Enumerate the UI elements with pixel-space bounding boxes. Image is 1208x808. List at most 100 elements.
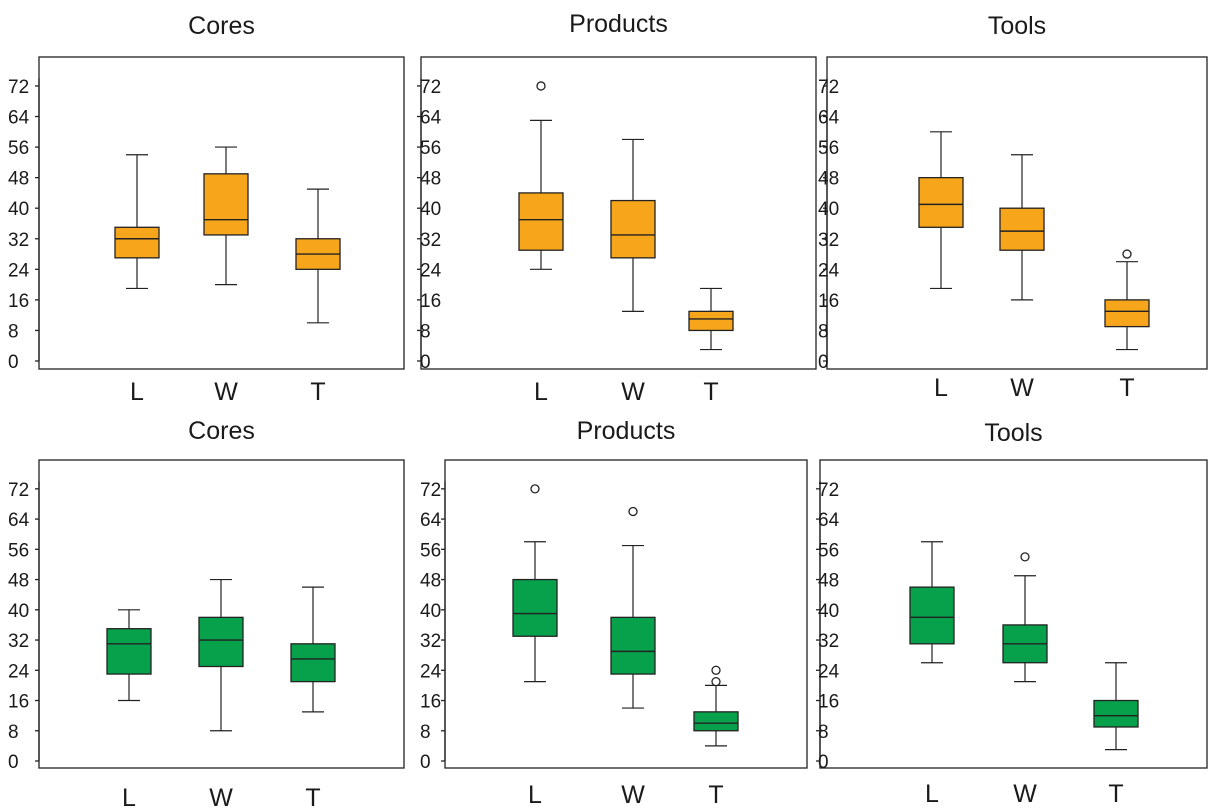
y-tick-label: 56 [420, 138, 441, 159]
y-tick-label: 24 [8, 661, 30, 682]
y-tick-label: 40 [8, 199, 29, 220]
y-tick-label: 24 [818, 260, 840, 281]
x-category-label: T [708, 781, 723, 808]
box-L [909, 541, 955, 664]
y-tick-label: 72 [8, 480, 29, 501]
y-tick-label: 40 [420, 199, 441, 220]
outlier-point [1122, 249, 1132, 259]
y-tick-label: 8 [8, 321, 19, 342]
y-tick-label: 56 [420, 540, 441, 561]
iqr-box [518, 192, 564, 251]
y-tick-label: 72 [818, 480, 839, 501]
box-L [106, 609, 152, 702]
y-tick-label: 24 [8, 260, 30, 281]
y-tick-label: 48 [818, 571, 839, 592]
y-tick-label: 64 [420, 108, 442, 129]
y-tick-label: 32 [818, 230, 839, 251]
outlier-point [536, 81, 546, 91]
iqr-box [1093, 699, 1139, 728]
y-tick-label: 0 [818, 352, 829, 373]
y-tick-label: 56 [818, 540, 839, 561]
box-T [1104, 249, 1150, 351]
x-category-label: L [130, 378, 144, 406]
panel-title: Cores [188, 417, 255, 445]
y-tick-label: 8 [818, 321, 829, 342]
x-category-label: W [1013, 780, 1037, 808]
iqr-box [106, 628, 152, 675]
y-tick-label: 16 [420, 692, 441, 713]
box-L [518, 81, 564, 270]
x-category-label: T [310, 378, 325, 406]
iqr-box [290, 643, 336, 683]
y-tick-label: 40 [818, 199, 839, 220]
panel-title: Products [577, 417, 676, 445]
panel-products-top: Products 0 8 16 24 32 40 48 56 64 72 L W T [417, 10, 817, 406]
x-category-label: T [305, 784, 320, 808]
y-tick-label: 0 [420, 352, 431, 373]
iqr-box [198, 616, 244, 668]
box-T [295, 188, 341, 324]
box-T [693, 665, 739, 747]
panel-tools-top: Tools 0 8 16 24 32 40 48 56 64 72 L W T [818, 12, 1208, 402]
x-category-label: T [1119, 374, 1134, 402]
box-W [198, 578, 244, 732]
y-tick-label: 64 [420, 510, 442, 531]
iqr-box [1104, 299, 1150, 328]
y-tick-label: 8 [818, 722, 829, 743]
y-tick-label: 40 [8, 601, 29, 622]
y-tick-label: 0 [818, 752, 829, 773]
y-tick-label: 56 [818, 138, 839, 159]
iqr-box [512, 578, 558, 637]
x-category-label: W [621, 378, 645, 406]
box-W [203, 146, 249, 286]
plot-frame [444, 459, 808, 769]
y-tick-label: 56 [8, 138, 29, 159]
y-tick-label: 16 [818, 291, 839, 312]
x-category-label: L [528, 781, 542, 808]
y-tick-label: 24 [420, 260, 442, 281]
x-category-label: T [1108, 780, 1123, 808]
outlier-point [1020, 552, 1030, 562]
box-L [512, 484, 558, 683]
iqr-box [688, 310, 734, 332]
y-tick-label: 0 [8, 352, 19, 373]
y-tick-label: 72 [8, 77, 29, 98]
panel-cores-bottom: Cores 0 8 16 24 32 40 48 56 64 72 L W T [8, 417, 405, 808]
panel-title: Products [569, 10, 668, 38]
plot-frame [819, 459, 1208, 769]
iqr-box [610, 616, 656, 675]
x-category-label: L [925, 780, 939, 808]
y-tick-label: 72 [818, 77, 839, 98]
iqr-box [693, 711, 739, 732]
box-W [610, 138, 656, 312]
y-tick-label: 64 [8, 108, 30, 129]
iqr-box [999, 207, 1045, 251]
y-tick-label: 40 [420, 601, 441, 622]
x-category-label: T [703, 378, 718, 406]
box-W [610, 506, 656, 709]
y-tick-label: 64 [8, 510, 30, 531]
panel-title: Tools [988, 12, 1046, 40]
x-category-label: L [934, 374, 948, 402]
y-tick-label: 8 [420, 321, 431, 342]
y-tick-label: 48 [420, 169, 441, 190]
y-tick-label: 24 [420, 661, 442, 682]
iqr-box [203, 173, 249, 236]
box-T [290, 586, 336, 713]
y-tick-label: 16 [420, 291, 441, 312]
y-tick-label: 48 [420, 571, 441, 592]
y-tick-label: 64 [818, 108, 840, 129]
x-category-label: W [1010, 374, 1034, 402]
y-tick-label: 32 [420, 631, 441, 652]
y-tick-label: 0 [8, 752, 19, 773]
y-tick-label: 32 [420, 230, 441, 251]
box-L [918, 131, 964, 290]
y-tick-label: 8 [8, 722, 19, 743]
y-tick-label: 72 [420, 77, 441, 98]
y-tick-label: 64 [818, 510, 840, 531]
box-T [1093, 662, 1139, 751]
outlier-point [628, 506, 638, 517]
y-tick-label: 32 [818, 631, 839, 652]
y-tick-label: 8 [420, 722, 431, 743]
